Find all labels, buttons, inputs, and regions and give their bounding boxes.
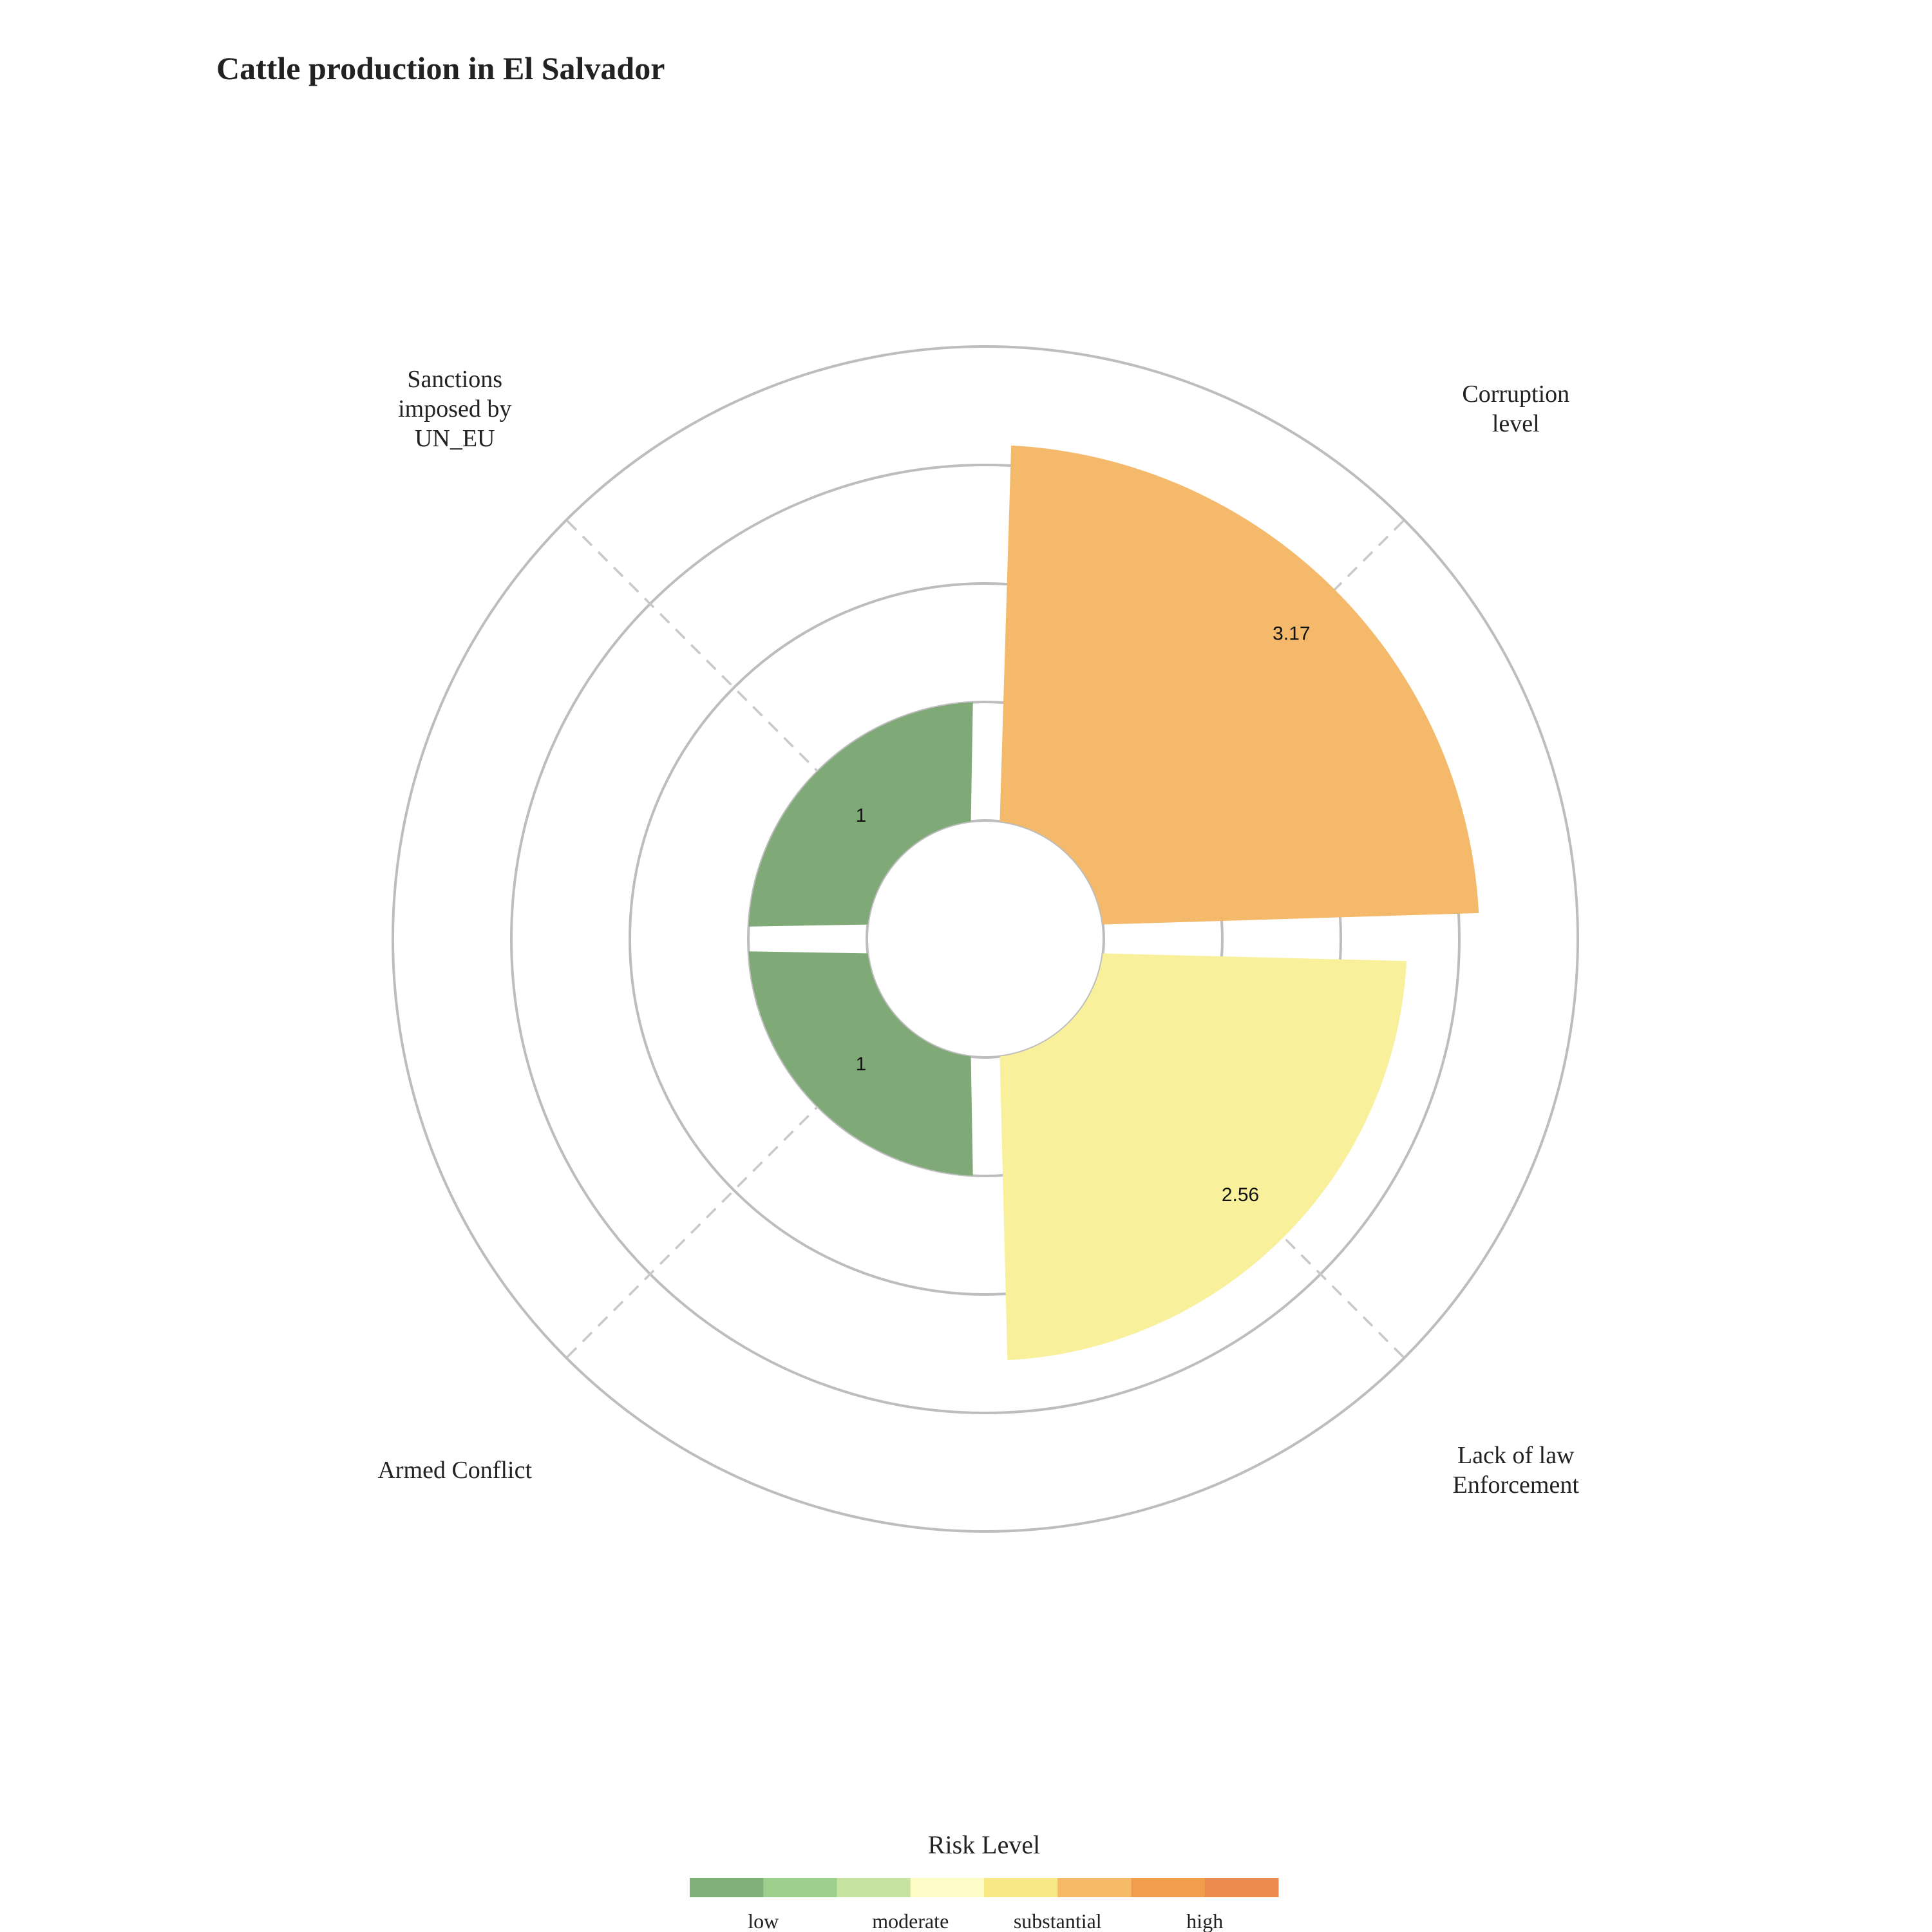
spoke-2 xyxy=(565,1021,903,1359)
spoke-0 xyxy=(1068,519,1405,857)
legend-swatch-3 xyxy=(910,1878,985,1897)
legend-swatch-0 xyxy=(690,1878,764,1897)
bar-0 xyxy=(999,445,1479,925)
value-label-2: 1 xyxy=(856,1054,867,1075)
category-label-3: Sanctions imposed by UN_EU xyxy=(398,366,511,452)
legend-swatch-6 xyxy=(1131,1878,1206,1897)
legend-swatch-7 xyxy=(1204,1878,1279,1897)
category-labels-layer: Corruption level Lack of law Enforcement Arm… xyxy=(377,366,1579,1499)
category-label-1: Lack of law Enforcement xyxy=(1453,1442,1580,1499)
chart-title: Cattle production in El Salvador xyxy=(216,50,665,86)
legend-label-0: low xyxy=(748,1909,779,1932)
grid-ring-3 xyxy=(510,464,1461,1414)
value-label-3: 1 xyxy=(856,805,867,826)
legend-label-3: high xyxy=(1186,1909,1223,1932)
bar-1 xyxy=(999,953,1407,1361)
grid-ring-2 xyxy=(629,582,1342,1296)
bars-layer xyxy=(748,445,1479,1361)
polar-grid xyxy=(392,345,1579,1533)
legend-colorbar xyxy=(690,1878,1279,1897)
legend-swatch-2 xyxy=(837,1878,911,1897)
category-label-0: Corruption level xyxy=(1462,381,1569,437)
bar-2 xyxy=(748,951,973,1176)
category-label-2: Armed Conflict xyxy=(377,1457,532,1484)
grid-ring-0 xyxy=(866,819,1105,1059)
value-labels-layer: 3.17 2.56 1 1 xyxy=(856,623,1311,1206)
legend-swatch-1 xyxy=(763,1878,837,1897)
bar-3 xyxy=(748,702,973,927)
grid-ring-1 xyxy=(747,701,1224,1177)
legend-swatch-5 xyxy=(1057,1878,1132,1897)
legend-labels: low moderate substantial high xyxy=(748,1909,1223,1932)
legend-title: Risk Level xyxy=(928,1830,1040,1859)
legend: Risk Level low moderate substantial high xyxy=(690,1830,1279,1932)
spoke-1 xyxy=(1068,1021,1405,1359)
legend-label-1: moderate xyxy=(872,1909,949,1932)
spoke-3 xyxy=(565,519,903,857)
grid-ring-4 xyxy=(392,345,1579,1533)
value-label-0: 3.17 xyxy=(1273,623,1310,645)
legend-label-2: substantial xyxy=(1014,1909,1102,1932)
value-label-1: 2.56 xyxy=(1222,1184,1259,1206)
legend-swatch-4 xyxy=(984,1878,1058,1897)
